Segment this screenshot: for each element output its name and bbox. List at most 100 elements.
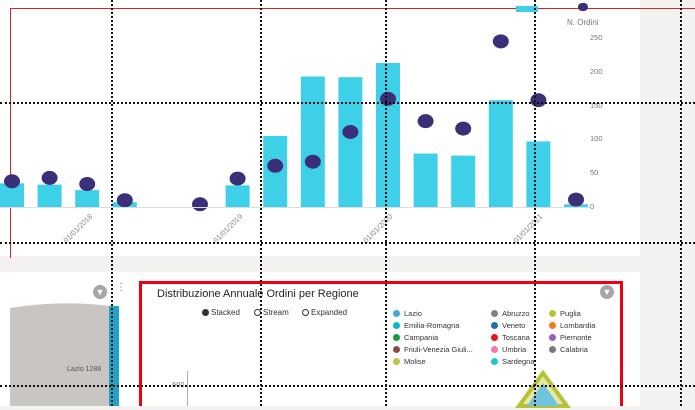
bar[interactable] bbox=[376, 63, 400, 208]
legend-swatch bbox=[393, 310, 400, 317]
legend-item[interactable]: Calabria bbox=[549, 345, 588, 354]
legend-item[interactable]: Piemonte bbox=[549, 333, 592, 342]
legend-item[interactable]: Abruzzo bbox=[491, 309, 530, 318]
guide-line bbox=[260, 0, 262, 406]
legend-item[interactable]: Veneto bbox=[491, 321, 525, 330]
filter-icon[interactable]: ▼ bbox=[600, 285, 614, 299]
y-tick-label: 150 bbox=[590, 100, 603, 110]
legend-label: Piemonte bbox=[560, 333, 592, 342]
bar[interactable] bbox=[451, 155, 476, 207]
legend-item[interactable]: Umbria bbox=[491, 345, 526, 354]
visual-title: Distribuzione Annuale Ordini per Regione bbox=[157, 288, 359, 300]
legend-swatch bbox=[491, 334, 498, 341]
mode-label: Expanded bbox=[311, 308, 348, 317]
mode-stacked[interactable]: Stacked bbox=[202, 308, 240, 317]
mode-label: Stream bbox=[263, 308, 289, 317]
bar[interactable] bbox=[488, 100, 513, 207]
filter-icon[interactable]: ▼ bbox=[93, 285, 107, 299]
data-point[interactable] bbox=[530, 93, 547, 108]
bar[interactable] bbox=[413, 153, 438, 207]
data-point[interactable] bbox=[267, 158, 284, 173]
legend-item[interactable]: Friuli-Venezia Giuli... bbox=[393, 345, 473, 354]
legend-swatch bbox=[491, 346, 498, 353]
dist-y-tick: 600 bbox=[172, 380, 185, 389]
legend-label: Calabria bbox=[560, 345, 588, 354]
legend-swatch bbox=[549, 346, 556, 353]
y-tick-label: 100 bbox=[590, 134, 603, 144]
data-point[interactable] bbox=[417, 114, 434, 129]
legend-label: Campania bbox=[404, 333, 439, 342]
legend-label: Sardegna bbox=[502, 357, 535, 366]
right-gutter bbox=[640, 0, 695, 406]
legend-swatch bbox=[393, 358, 400, 365]
legend-item[interactable]: Sardegna bbox=[491, 357, 535, 366]
legend-label: Friuli-Venezia Giuli... bbox=[404, 345, 473, 354]
data-point[interactable] bbox=[192, 197, 208, 212]
legend-label: Abruzzo bbox=[502, 309, 530, 318]
data-point[interactable] bbox=[492, 34, 509, 49]
bar[interactable] bbox=[225, 185, 250, 207]
guide-line bbox=[111, 0, 113, 406]
data-point[interactable] bbox=[455, 121, 472, 136]
axis-title: N. Ordini bbox=[567, 18, 599, 27]
selection-border-top bbox=[10, 8, 695, 9]
mode-label: Stacked bbox=[211, 308, 240, 317]
data-point[interactable] bbox=[342, 124, 359, 139]
data-point[interactable] bbox=[79, 177, 96, 192]
y-tick-label: 50 bbox=[590, 168, 599, 178]
guide-line bbox=[385, 0, 387, 406]
bar[interactable] bbox=[75, 190, 100, 207]
legend-item[interactable]: Lazio bbox=[393, 309, 422, 318]
legend-label: Puglia bbox=[560, 309, 581, 318]
more-options-icon[interactable]: ⋮ bbox=[116, 282, 126, 293]
legend-swatch bbox=[393, 346, 400, 353]
region-treemap-visual[interactable]: Lazio 1288 bbox=[10, 278, 125, 406]
dist-y-axis bbox=[187, 371, 188, 406]
legend-item[interactable]: Lombardia bbox=[549, 321, 595, 330]
legend-swatch bbox=[549, 322, 556, 329]
section-divider bbox=[0, 256, 640, 272]
data-point[interactable] bbox=[41, 170, 58, 185]
teal-bar bbox=[109, 306, 119, 406]
data-point[interactable] bbox=[229, 171, 246, 186]
selected-visual-frame bbox=[139, 281, 623, 406]
top-legend-dot-swatch bbox=[578, 3, 588, 11]
orders-combo-chart bbox=[0, 34, 590, 212]
guide-line bbox=[680, 0, 682, 406]
data-point[interactable] bbox=[304, 154, 321, 169]
guide-line bbox=[0, 385, 695, 387]
legend-label: Emilia-Romagna bbox=[404, 321, 460, 330]
data-point[interactable] bbox=[568, 192, 584, 207]
bar[interactable] bbox=[0, 183, 24, 207]
legend-item[interactable]: Molise bbox=[393, 357, 426, 366]
legend-swatch bbox=[393, 322, 400, 329]
y-tick-label: 250 bbox=[590, 33, 603, 42]
legend-swatch bbox=[549, 310, 556, 317]
data-point[interactable] bbox=[116, 193, 133, 208]
legend-label: Lombardia bbox=[560, 321, 596, 330]
legend-item[interactable]: Toscana bbox=[491, 333, 530, 342]
guide-line bbox=[0, 242, 695, 244]
y-tick-label: 200 bbox=[590, 66, 603, 76]
y-tick-label: 0 bbox=[590, 202, 595, 211]
legend-item[interactable]: Campania bbox=[393, 333, 438, 342]
bar[interactable] bbox=[300, 76, 325, 207]
legend-swatch bbox=[491, 358, 498, 365]
legend-label: Toscana bbox=[502, 333, 530, 342]
stream-shape bbox=[515, 370, 571, 408]
bar[interactable] bbox=[526, 141, 551, 207]
bar[interactable] bbox=[37, 184, 62, 207]
area-label: Lazio 1288 bbox=[67, 366, 102, 373]
guide-line bbox=[534, 0, 536, 406]
legend-label: Lazio bbox=[404, 309, 422, 318]
bar[interactable] bbox=[338, 77, 363, 207]
radio-unchecked-icon bbox=[302, 309, 309, 316]
legend-item[interactable]: Emilia-Romagna bbox=[393, 321, 459, 330]
mode-expanded[interactable]: Expanded bbox=[302, 308, 347, 317]
area-shape bbox=[10, 303, 110, 406]
guide-line bbox=[0, 102, 695, 104]
legend-label: Molise bbox=[404, 357, 426, 366]
legend-swatch bbox=[491, 310, 498, 317]
legend-item[interactable]: Puglia bbox=[549, 309, 581, 318]
data-point[interactable] bbox=[4, 174, 20, 189]
